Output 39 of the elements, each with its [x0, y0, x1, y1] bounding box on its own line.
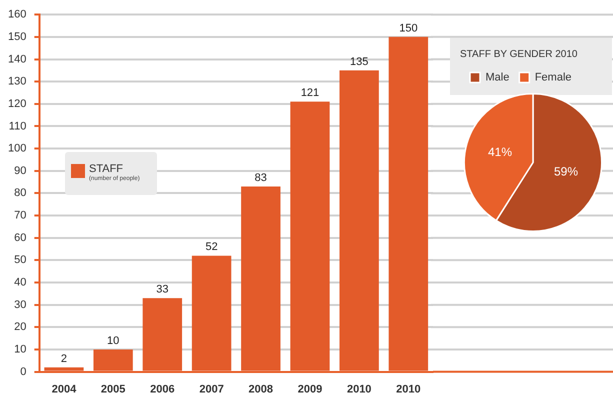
x-tick-label: 2005 — [100, 383, 126, 396]
x-tick-label: 2008 — [248, 383, 274, 396]
data-label: 83 — [254, 172, 267, 184]
y-tick-label: 140 — [8, 53, 26, 66]
x-tick-label: 2007 — [199, 383, 224, 396]
y-tick-label: 80 — [14, 187, 26, 200]
y-tick-label: 30 — [14, 298, 26, 311]
y-tick-label: 70 — [14, 210, 26, 222]
data-label: 121 — [300, 87, 320, 100]
data-label: 150 — [399, 22, 418, 34]
y-tick-label: 160 — [8, 8, 26, 21]
legend-label: STAFF — [89, 163, 124, 175]
x-tick-label: 2006 — [150, 383, 175, 396]
chart-title: STAFF BY GENDER 2010 — [460, 48, 578, 60]
data-label: 2 — [60, 352, 68, 365]
data-label: 10 — [107, 335, 120, 348]
x-tick-label: 2010 — [396, 383, 421, 396]
data-label: 135 — [350, 56, 368, 68]
legend-label: Female — [534, 72, 572, 84]
data-label: 33 — [156, 284, 168, 296]
y-tick-label: 120 — [8, 98, 26, 110]
y-tick-label: 40 — [14, 276, 26, 289]
data-label: 41% — [488, 145, 512, 160]
y-tick-label: 130 — [8, 76, 26, 88]
y-tick-label: 60 — [14, 232, 26, 244]
y-tick-label: 150 — [8, 30, 26, 43]
y-tick-label: 20 — [14, 321, 26, 334]
y-tick-label: 90 — [14, 164, 26, 177]
y-tick-label: 110 — [8, 120, 26, 132]
y-tick-label: 0 — [20, 366, 26, 378]
x-tick-label: 2009 — [298, 383, 322, 396]
x-tick-label: 2004 — [52, 383, 78, 396]
legend-label: Male — [486, 72, 510, 84]
data-label: 52 — [205, 241, 218, 254]
y-tick-label: 100 — [8, 142, 26, 155]
y-tick-label: 10 — [14, 344, 26, 356]
y-tick-label: 50 — [14, 254, 26, 266]
x-tick-label: 2010 — [346, 383, 372, 396]
data-label: 59% — [554, 164, 578, 178]
